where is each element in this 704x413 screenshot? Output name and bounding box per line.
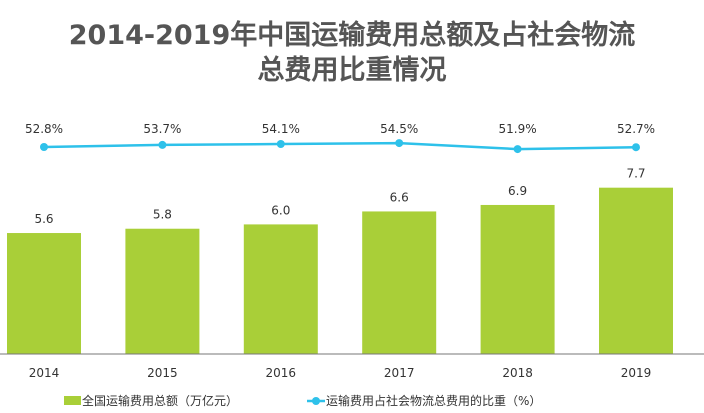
line-point	[395, 139, 404, 148]
bar	[480, 204, 555, 354]
legend-line-marker	[312, 397, 320, 405]
line-label: 52.7%	[617, 122, 655, 136]
line-point	[632, 143, 640, 152]
line-point	[40, 143, 48, 151]
bar-label: 7.7	[626, 167, 645, 181]
line-label: 54.5%	[380, 122, 418, 136]
bar	[125, 228, 200, 354]
line-point	[276, 140, 285, 149]
x-tick-label: 2014	[29, 366, 60, 380]
line-label: 54.1%	[262, 122, 300, 136]
chart-title-line2: 总费用比重情况	[257, 55, 447, 86]
bar-label: 5.6	[34, 212, 53, 226]
x-tick-label: 2015	[147, 366, 178, 380]
line-series	[43, 141, 637, 151]
bar	[7, 233, 81, 354]
bar-label: 6.6	[390, 190, 409, 204]
x-tick-label: 2019	[621, 366, 652, 380]
legend-line-label: 运输费用占社会物流总费用的比重（%）	[326, 393, 541, 408]
x-tick-label: 2018	[502, 366, 533, 380]
line-point	[513, 145, 522, 154]
bar-label: 5.8	[153, 208, 172, 222]
legend-bar-swatch	[64, 396, 81, 405]
bar	[243, 224, 318, 354]
x-tick-label: 2017	[384, 366, 415, 380]
legend-bar-label: 全国运输费用总额（万亿元）	[82, 393, 238, 408]
line-label: 51.9%	[499, 122, 537, 136]
chart-title-line1: 2014-2019年中国运输费用总额及占社会物流	[68, 20, 636, 51]
line-label: 52.8%	[25, 122, 63, 136]
x-tick-label: 2016	[266, 366, 297, 380]
bar-label: 6.9	[508, 184, 527, 198]
bar	[362, 211, 437, 354]
line-point	[158, 140, 167, 149]
line-label: 53.7%	[143, 122, 181, 136]
bar-label: 6.0	[271, 203, 290, 217]
bar	[599, 187, 673, 354]
